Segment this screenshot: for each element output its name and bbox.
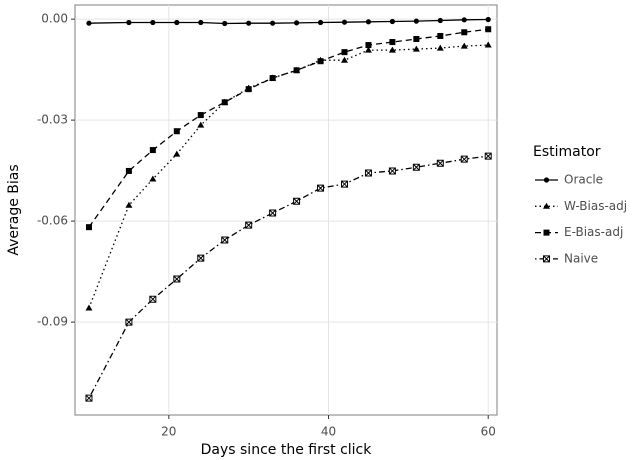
point xyxy=(245,86,252,93)
point xyxy=(149,147,156,154)
x-tick-label: 60 xyxy=(481,425,496,439)
legend-label: Naive xyxy=(564,251,598,265)
point xyxy=(125,167,132,174)
legend-key-marker xyxy=(543,177,550,183)
panel xyxy=(74,4,498,416)
point xyxy=(245,221,253,229)
point xyxy=(125,201,133,208)
point xyxy=(341,19,348,25)
point xyxy=(150,19,156,26)
point xyxy=(317,19,324,26)
point xyxy=(173,275,181,283)
legend-label: Oracle xyxy=(564,173,603,187)
point xyxy=(412,45,420,52)
point xyxy=(485,26,492,33)
point xyxy=(460,155,468,163)
point xyxy=(85,304,93,311)
y-tick-label: -0.03 xyxy=(37,113,68,127)
point xyxy=(365,42,372,49)
point xyxy=(293,20,300,26)
point xyxy=(341,49,348,56)
point xyxy=(388,46,396,53)
point xyxy=(85,394,93,402)
point xyxy=(125,318,133,326)
point xyxy=(436,159,444,167)
y-tick-label: 0.00 xyxy=(41,12,68,26)
series-line xyxy=(88,28,489,228)
point xyxy=(173,128,180,135)
legend-label: W-Bias-adj xyxy=(564,199,627,213)
point xyxy=(317,184,325,192)
point xyxy=(85,224,92,231)
point xyxy=(317,58,324,65)
point xyxy=(461,29,468,36)
y-tick-label: -0.06 xyxy=(37,214,68,228)
point xyxy=(412,163,420,171)
point xyxy=(484,152,492,160)
point xyxy=(246,20,252,26)
point xyxy=(293,197,301,205)
point xyxy=(484,41,492,48)
point xyxy=(437,17,443,24)
point xyxy=(149,175,157,182)
y-tick-label: -0.09 xyxy=(37,315,68,329)
point xyxy=(340,180,348,188)
point xyxy=(126,19,132,26)
point xyxy=(389,18,395,25)
point xyxy=(437,32,444,39)
point xyxy=(221,236,229,244)
x-axis-title: Days since the first click xyxy=(201,442,373,458)
point xyxy=(485,16,491,23)
point xyxy=(149,295,157,303)
point xyxy=(340,56,348,63)
point xyxy=(86,20,92,26)
point xyxy=(197,254,205,262)
y-axis-title: Average Bias xyxy=(6,164,22,255)
point xyxy=(269,209,277,217)
point xyxy=(364,169,372,177)
legend-key-marker xyxy=(543,255,550,263)
point xyxy=(222,20,228,27)
x-tick-label: 20 xyxy=(161,425,176,439)
point xyxy=(436,44,444,51)
point xyxy=(293,67,300,74)
point xyxy=(460,42,468,49)
x-tick-label: 40 xyxy=(321,425,336,439)
point xyxy=(461,17,467,23)
point xyxy=(174,19,180,26)
point xyxy=(197,112,204,119)
point xyxy=(197,121,205,128)
point xyxy=(413,35,420,42)
point xyxy=(221,99,228,106)
point xyxy=(173,150,181,157)
point xyxy=(389,39,396,46)
point xyxy=(270,20,276,26)
point xyxy=(388,167,396,175)
legend-key-marker xyxy=(543,202,550,209)
point xyxy=(365,19,372,25)
point xyxy=(413,18,419,24)
point xyxy=(364,46,372,53)
legend-title: Estimator xyxy=(533,144,601,160)
point xyxy=(198,19,204,26)
legend-key-marker xyxy=(543,229,550,236)
point xyxy=(269,75,276,82)
legend-label: E-Bias-adj xyxy=(564,225,623,239)
